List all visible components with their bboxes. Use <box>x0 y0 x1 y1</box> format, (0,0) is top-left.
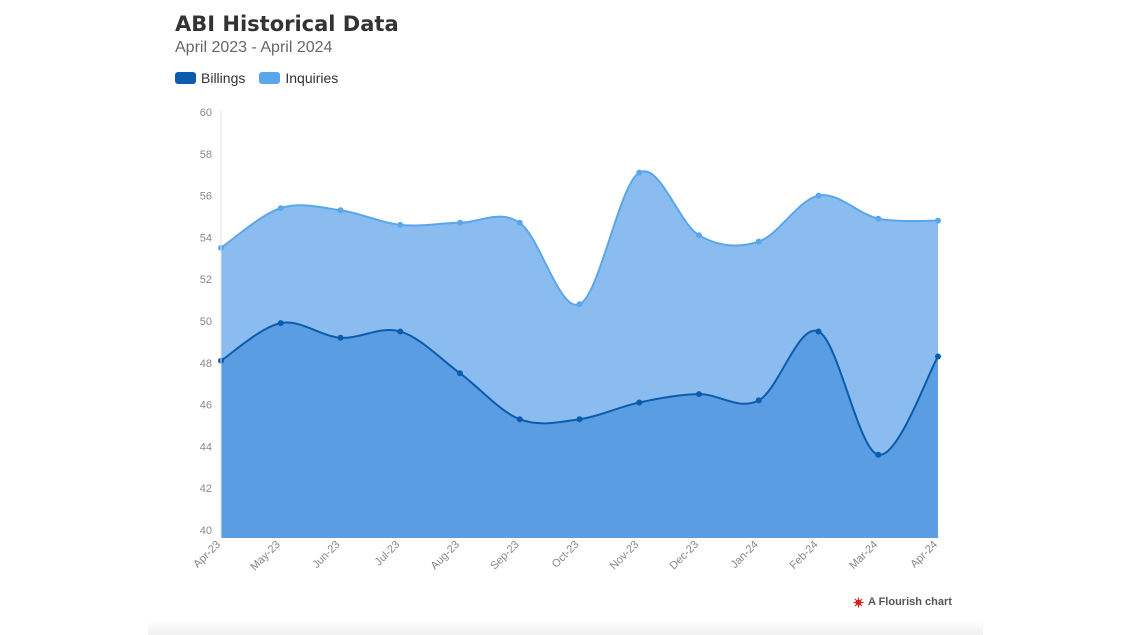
point-billings-jul-23 <box>397 328 404 335</box>
chart-legend: Billings Inquiries <box>175 70 352 86</box>
point-billings-sep-23 <box>516 416 523 423</box>
x-tick-apr-24: Apr-24 <box>908 539 940 571</box>
x-tick-nov-23: Nov-23 <box>608 539 642 573</box>
point-inquiries-may-23 <box>277 205 284 212</box>
point-inquiries-dec-23 <box>696 232 702 239</box>
point-billings-jan-24 <box>755 397 762 404</box>
x-tick-jan-24: Jan-24 <box>729 539 761 571</box>
x-tick-jun-23: Jun-23 <box>310 539 342 571</box>
point-billings-feb-24 <box>815 328 822 335</box>
x-tick-apr-23: Apr-23 <box>191 539 223 571</box>
x-tick-oct-23: Oct-23 <box>550 539 582 571</box>
point-inquiries-jul-23 <box>397 221 404 228</box>
y-tick-42: 42 <box>200 483 212 495</box>
x-tick-aug-23: Aug-23 <box>429 539 463 573</box>
x-tick-may-23: May-23 <box>248 539 282 573</box>
point-billings-aug-23 <box>457 370 463 377</box>
y-tick-50: 50 <box>200 316 212 328</box>
legend-item-billings[interactable]: Billings <box>175 70 245 86</box>
chart-subtitle: April 2023 - April 2024 <box>175 39 333 56</box>
x-tick-dec-23: Dec-23 <box>668 539 702 573</box>
point-inquiries-jan-24 <box>755 238 762 245</box>
y-tick-58: 58 <box>200 149 212 161</box>
y-tick-60: 60 <box>200 107 212 119</box>
flourish-credit-link[interactable]: A Flourish chart <box>853 596 952 608</box>
legend-label-billings: Billings <box>201 70 246 86</box>
flourish-icon <box>853 596 864 608</box>
point-billings-nov-23 <box>636 399 643 406</box>
x-tick-feb-24: Feb-24 <box>787 539 820 572</box>
point-inquiries-feb-24 <box>815 192 822 199</box>
y-tick-40: 40 <box>200 525 212 537</box>
point-inquiries-nov-23 <box>636 169 643 176</box>
point-billings-oct-23 <box>576 416 583 423</box>
y-tick-46: 46 <box>200 400 212 412</box>
point-inquiries-sep-23 <box>516 219 523 226</box>
y-tick-48: 48 <box>200 358 212 370</box>
point-inquiries-jun-23 <box>337 207 344 214</box>
credit-label: A Flourish chart <box>868 596 952 608</box>
y-tick-56: 56 <box>200 191 212 203</box>
y-tick-52: 52 <box>200 274 212 286</box>
legend-label-inquiries: Inquiries <box>285 70 339 86</box>
x-tick-sep-23: Sep-23 <box>488 539 522 573</box>
point-billings-jun-23 <box>337 334 344 341</box>
legend-item-inquiries[interactable]: Inquiries <box>259 70 338 86</box>
point-billings-dec-23 <box>696 391 702 398</box>
point-inquiries-mar-24 <box>875 215 882 222</box>
bottom-fade <box>148 620 983 635</box>
point-billings-may-23 <box>277 320 284 327</box>
x-tick-mar-24: Mar-24 <box>847 539 880 572</box>
point-inquiries-apr-24 <box>935 217 941 224</box>
y-tick-44: 44 <box>200 441 212 453</box>
x-tick-jul-23: Jul-23 <box>373 539 403 569</box>
point-inquiries-oct-23 <box>576 301 583 308</box>
y-tick-54: 54 <box>200 232 212 244</box>
point-billings-mar-24 <box>875 451 882 458</box>
line-inquiries <box>220 170 939 306</box>
chart-title: ABI Historical Data <box>175 12 399 36</box>
area-billings <box>221 322 938 538</box>
point-billings-apr-24 <box>935 353 941 360</box>
point-inquiries-aug-23 <box>457 219 463 226</box>
legend-swatch-billings <box>175 72 196 84</box>
legend-swatch-inquiries <box>259 72 281 84</box>
